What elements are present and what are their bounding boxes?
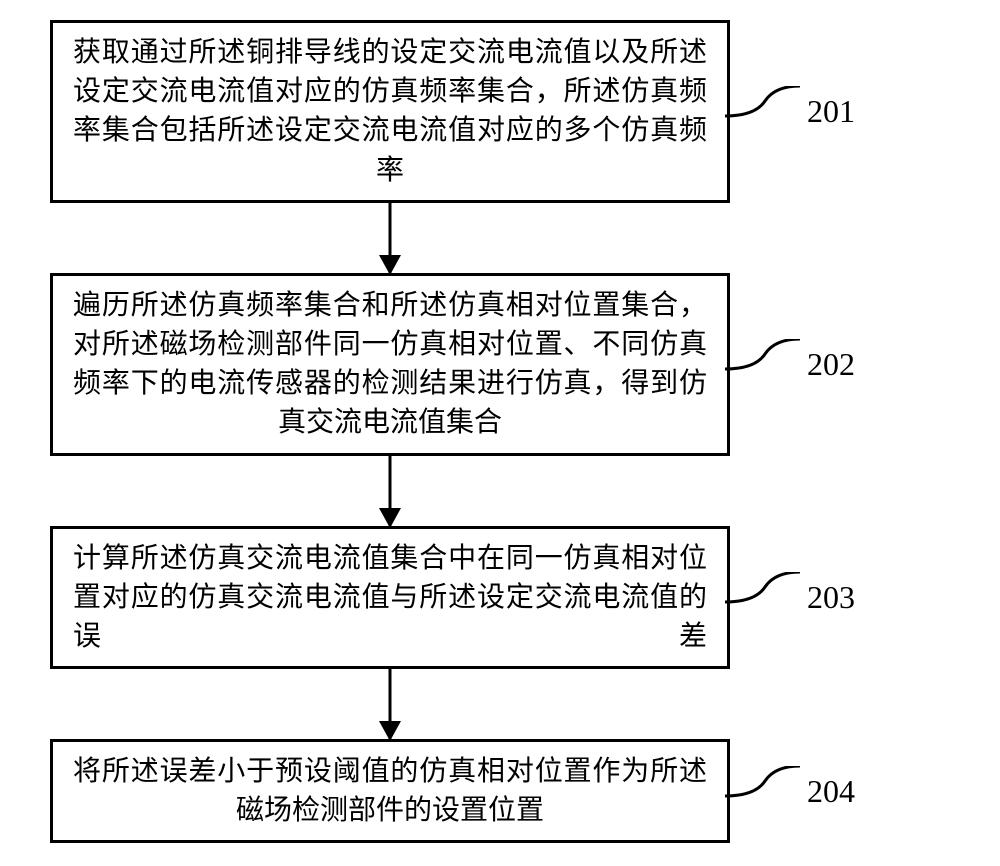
step-text: 将所述误差小于预设阈值的仿真相对位置作为所述磁场检测部件的设置位置 xyxy=(73,756,707,826)
step-row-203: 计算所述仿真交流电流值集合中在同一仿真相对位置对应的仿真交流电流值与所述设定交流… xyxy=(50,526,950,670)
step-text: 计算所述仿真交流电流值集合中在同一仿真相对位置对应的仿真交流电流值与所述设定交流… xyxy=(73,543,707,652)
step-row-204: 将所述误差小于预设阈值的仿真相对位置作为所述磁场检测部件的设置位置 204 xyxy=(50,739,950,843)
label-connector-202 xyxy=(725,339,805,389)
label-connector-203 xyxy=(725,572,805,622)
step-label-202: 202 xyxy=(807,346,855,383)
step-text: 获取通过所述铜排导线的设定交流电流值以及所述设定交流电流值对应的仿真频率集合，所… xyxy=(73,37,707,186)
step-label-203: 203 xyxy=(807,579,855,616)
step-text: 遍历所述仿真频率集合和所述仿真相对位置集合，对所述磁场检测部件同一仿真相对位置、… xyxy=(73,290,707,439)
step-label-204: 204 xyxy=(807,773,855,810)
connector-3-4 xyxy=(50,669,730,739)
step-box-204: 将所述误差小于预设阈值的仿真相对位置作为所述磁场检测部件的设置位置 xyxy=(50,739,730,843)
arrow-down-icon xyxy=(379,508,401,528)
step-box-202: 遍历所述仿真频率集合和所述仿真相对位置集合，对所述磁场检测部件同一仿真相对位置、… xyxy=(50,273,730,456)
label-connector-201 xyxy=(725,86,805,136)
label-connector-204 xyxy=(725,766,805,816)
step-box-203: 计算所述仿真交流电流值集合中在同一仿真相对位置对应的仿真交流电流值与所述设定交流… xyxy=(50,526,730,670)
connector-2-3 xyxy=(50,456,730,526)
arrow-down-icon xyxy=(379,721,401,741)
flowchart-container: 获取通过所述铜排导线的设定交流电流值以及所述设定交流电流值对应的仿真频率集合，所… xyxy=(50,20,950,843)
step-row-202: 遍历所述仿真频率集合和所述仿真相对位置集合，对所述磁场检测部件同一仿真相对位置、… xyxy=(50,273,950,456)
step-row-201: 获取通过所述铜排导线的设定交流电流值以及所述设定交流电流值对应的仿真频率集合，所… xyxy=(50,20,950,203)
step-box-201: 获取通过所述铜排导线的设定交流电流值以及所述设定交流电流值对应的仿真频率集合，所… xyxy=(50,20,730,203)
step-label-201: 201 xyxy=(807,93,855,130)
arrow-down-icon xyxy=(379,255,401,275)
connector-1-2 xyxy=(50,203,730,273)
